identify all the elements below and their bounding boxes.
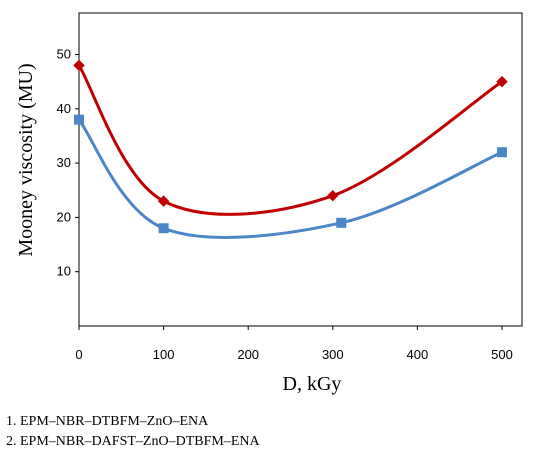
y-axis-ticks: 10 20 30 40 50 [57,47,79,279]
series-1-point [327,189,339,202]
series-1-point [496,75,508,88]
series-2-point [74,114,84,125]
y-tick-label: 20 [57,209,71,224]
series-1-point [73,59,85,72]
series-1-point [157,195,170,207]
x-tick-label: 0 [75,347,82,362]
legend-note-1: 1. EPM–NBR–DTBFM–ZnO–ENA [6,414,209,429]
x-tick-label: 500 [491,347,513,362]
x-tick-label: 200 [237,347,259,362]
y-axis-title: Mooney viscosity (MU) [15,63,37,256]
series-2-line [77,118,503,239]
legend-note-2: 2. EPM–NBR–DAFST–ZnO–DTBFM–ENA [6,434,260,449]
series-1-line [77,64,503,216]
y-tick-label: 40 [57,101,71,116]
series-2-point [497,147,507,158]
series-2-point [158,223,169,234]
x-axis-ticks: 0 100 200 300 400 500 [75,326,513,362]
x-tick-label: 100 [153,347,175,362]
x-tick-label: 300 [322,347,344,362]
series-2-point [336,217,347,228]
y-tick-label: 50 [57,47,71,62]
plot-area [78,12,523,327]
series-group [73,59,508,239]
chart-svg: 10 20 30 40 50 0 100 200 300 400 500 D, kGy Moone… [15,12,523,395]
x-tick-label: 400 [407,347,429,362]
y-tick-label: 10 [57,264,71,279]
x-axis-title: D, kGy [283,373,342,395]
y-tick-label: 30 [57,155,71,170]
